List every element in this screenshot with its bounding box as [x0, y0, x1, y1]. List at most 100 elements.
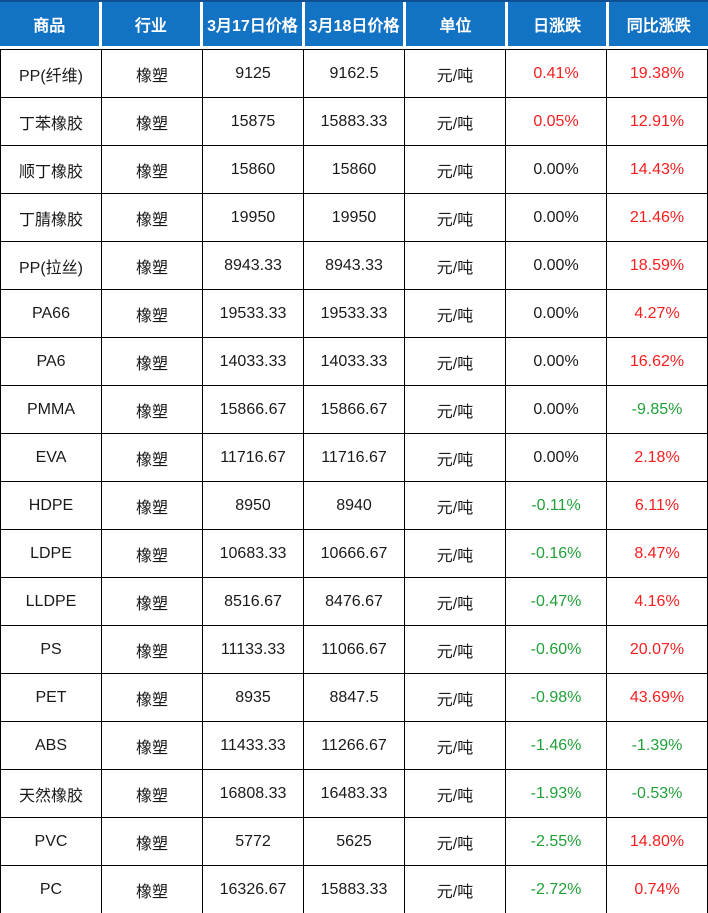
cell-daily_change: 0.00% — [506, 290, 607, 338]
cell-price_0318: 8940 — [304, 482, 405, 530]
cell-product: PA66 — [1, 290, 102, 338]
cell-industry: 橡塑 — [102, 722, 203, 770]
cell-price_0317: 8935 — [203, 674, 304, 722]
cell-price_0318: 8847.5 — [304, 674, 405, 722]
cell-industry: 橡塑 — [102, 242, 203, 290]
table-row: PET 橡塑 8935 8847.5 元/吨 -0.98% 43.69% — [1, 674, 708, 722]
cell-product: 丁苯橡胶 — [1, 98, 102, 146]
cell-daily_change: 0.00% — [506, 242, 607, 290]
cell-daily_change: -2.72% — [506, 866, 607, 913]
cell-price_0317: 10683.33 — [203, 530, 304, 578]
cell-unit: 元/吨 — [405, 242, 506, 290]
table-row: PS 橡塑 11133.33 11066.67 元/吨 -0.60% 20.07% — [1, 626, 708, 674]
column-header-price_0317: 3月17日价格 — [203, 2, 302, 46]
cell-daily_change: -0.16% — [506, 530, 607, 578]
table-row: LLDPE 橡塑 8516.67 8476.67 元/吨 -0.47% 4.16% — [1, 578, 708, 626]
cell-price_0317: 16808.33 — [203, 770, 304, 818]
cell-unit: 元/吨 — [405, 770, 506, 818]
table-row: ABS 橡塑 11433.33 11266.67 元/吨 -1.46% -1.39% — [1, 722, 708, 770]
cell-industry: 橡塑 — [102, 146, 203, 194]
cell-price_0318: 16483.33 — [304, 770, 405, 818]
cell-daily_change: -1.93% — [506, 770, 607, 818]
cell-industry: 橡塑 — [102, 50, 203, 98]
table-body: PP(纤维) 橡塑 9125 9162.5 元/吨 0.41% 19.38% 丁苯橡胶 橡塑 15… — [0, 49, 708, 913]
cell-price_0317: 8950 — [203, 482, 304, 530]
cell-product: PP(拉丝) — [1, 242, 102, 290]
cell-industry: 橡塑 — [102, 98, 203, 146]
cell-price_0318: 8943.33 — [304, 242, 405, 290]
cell-price_0317: 9125 — [203, 50, 304, 98]
cell-industry: 橡塑 — [102, 530, 203, 578]
cell-unit: 元/吨 — [405, 338, 506, 386]
cell-daily_change: -0.60% — [506, 626, 607, 674]
cell-price_0318: 5625 — [304, 818, 405, 866]
cell-yoy_change: 8.47% — [607, 530, 708, 578]
column-header-daily_change: 日涨跌 — [507, 2, 607, 46]
column-header-product: 商品 — [0, 2, 99, 46]
cell-yoy_change: 6.11% — [607, 482, 708, 530]
cell-unit: 元/吨 — [405, 674, 506, 722]
cell-price_0318: 19533.33 — [304, 290, 405, 338]
cell-unit: 元/吨 — [405, 50, 506, 98]
table-header-row: 商品 行业 3月17日价格 3月18日价格 单位 日涨跌 同比涨跌 — [0, 0, 708, 46]
column-header-industry: 行业 — [101, 2, 201, 46]
cell-daily_change: -2.55% — [506, 818, 607, 866]
cell-yoy_change: 4.16% — [607, 578, 708, 626]
cell-industry: 橡塑 — [102, 578, 203, 626]
cell-price_0317: 8516.67 — [203, 578, 304, 626]
cell-product: 天然橡胶 — [1, 770, 102, 818]
cell-industry: 橡塑 — [102, 194, 203, 242]
cell-industry: 橡塑 — [102, 338, 203, 386]
cell-daily_change: 0.00% — [506, 434, 607, 482]
cell-product: PMMA — [1, 386, 102, 434]
cell-price_0318: 8476.67 — [304, 578, 405, 626]
cell-industry: 橡塑 — [102, 626, 203, 674]
cell-industry: 橡塑 — [102, 482, 203, 530]
cell-price_0317: 15866.67 — [203, 386, 304, 434]
table-row: 丁苯橡胶 橡塑 15875 15883.33 元/吨 0.05% 12.91% — [1, 98, 708, 146]
cell-yoy_change: -1.39% — [607, 722, 708, 770]
cell-product: LDPE — [1, 530, 102, 578]
cell-unit: 元/吨 — [405, 530, 506, 578]
cell-product: PVC — [1, 818, 102, 866]
cell-daily_change: 0.05% — [506, 98, 607, 146]
cell-unit: 元/吨 — [405, 578, 506, 626]
cell-daily_change: 0.00% — [506, 146, 607, 194]
cell-yoy_change: 2.18% — [607, 434, 708, 482]
cell-price_0317: 16326.67 — [203, 866, 304, 913]
cell-industry: 橡塑 — [102, 434, 203, 482]
table-row: PP(拉丝) 橡塑 8943.33 8943.33 元/吨 0.00% 18.59% — [1, 242, 708, 290]
table-row: PC 橡塑 16326.67 15883.33 元/吨 -2.72% 0.74% — [1, 866, 708, 913]
cell-product: EVA — [1, 434, 102, 482]
cell-price_0318: 11266.67 — [304, 722, 405, 770]
cell-industry: 橡塑 — [102, 770, 203, 818]
cell-industry: 橡塑 — [102, 674, 203, 722]
cell-price_0318: 19950 — [304, 194, 405, 242]
cell-product: ABS — [1, 722, 102, 770]
cell-unit: 元/吨 — [405, 626, 506, 674]
cell-unit: 元/吨 — [405, 194, 506, 242]
cell-daily_change: -0.47% — [506, 578, 607, 626]
cell-unit: 元/吨 — [405, 434, 506, 482]
cell-product: PP(纤维) — [1, 50, 102, 98]
cell-product: PC — [1, 866, 102, 913]
cell-yoy_change: 14.43% — [607, 146, 708, 194]
cell-product: LLDPE — [1, 578, 102, 626]
cell-yoy_change: -9.85% — [607, 386, 708, 434]
cell-price_0317: 19950 — [203, 194, 304, 242]
cell-price_0317: 11716.67 — [203, 434, 304, 482]
cell-daily_change: 0.00% — [506, 194, 607, 242]
cell-product: 顺丁橡胶 — [1, 146, 102, 194]
cell-unit: 元/吨 — [405, 722, 506, 770]
cell-yoy_change: 0.74% — [607, 866, 708, 913]
cell-unit: 元/吨 — [405, 386, 506, 434]
cell-daily_change: -0.11% — [506, 482, 607, 530]
cell-price_0318: 15883.33 — [304, 866, 405, 913]
table-row: HDPE 橡塑 8950 8940 元/吨 -0.11% 6.11% — [1, 482, 708, 530]
cell-product: PA6 — [1, 338, 102, 386]
table-row: 顺丁橡胶 橡塑 15860 15860 元/吨 0.00% 14.43% — [1, 146, 708, 194]
cell-yoy_change: 43.69% — [607, 674, 708, 722]
cell-product: 丁腈橡胶 — [1, 194, 102, 242]
cell-price_0318: 15866.67 — [304, 386, 405, 434]
